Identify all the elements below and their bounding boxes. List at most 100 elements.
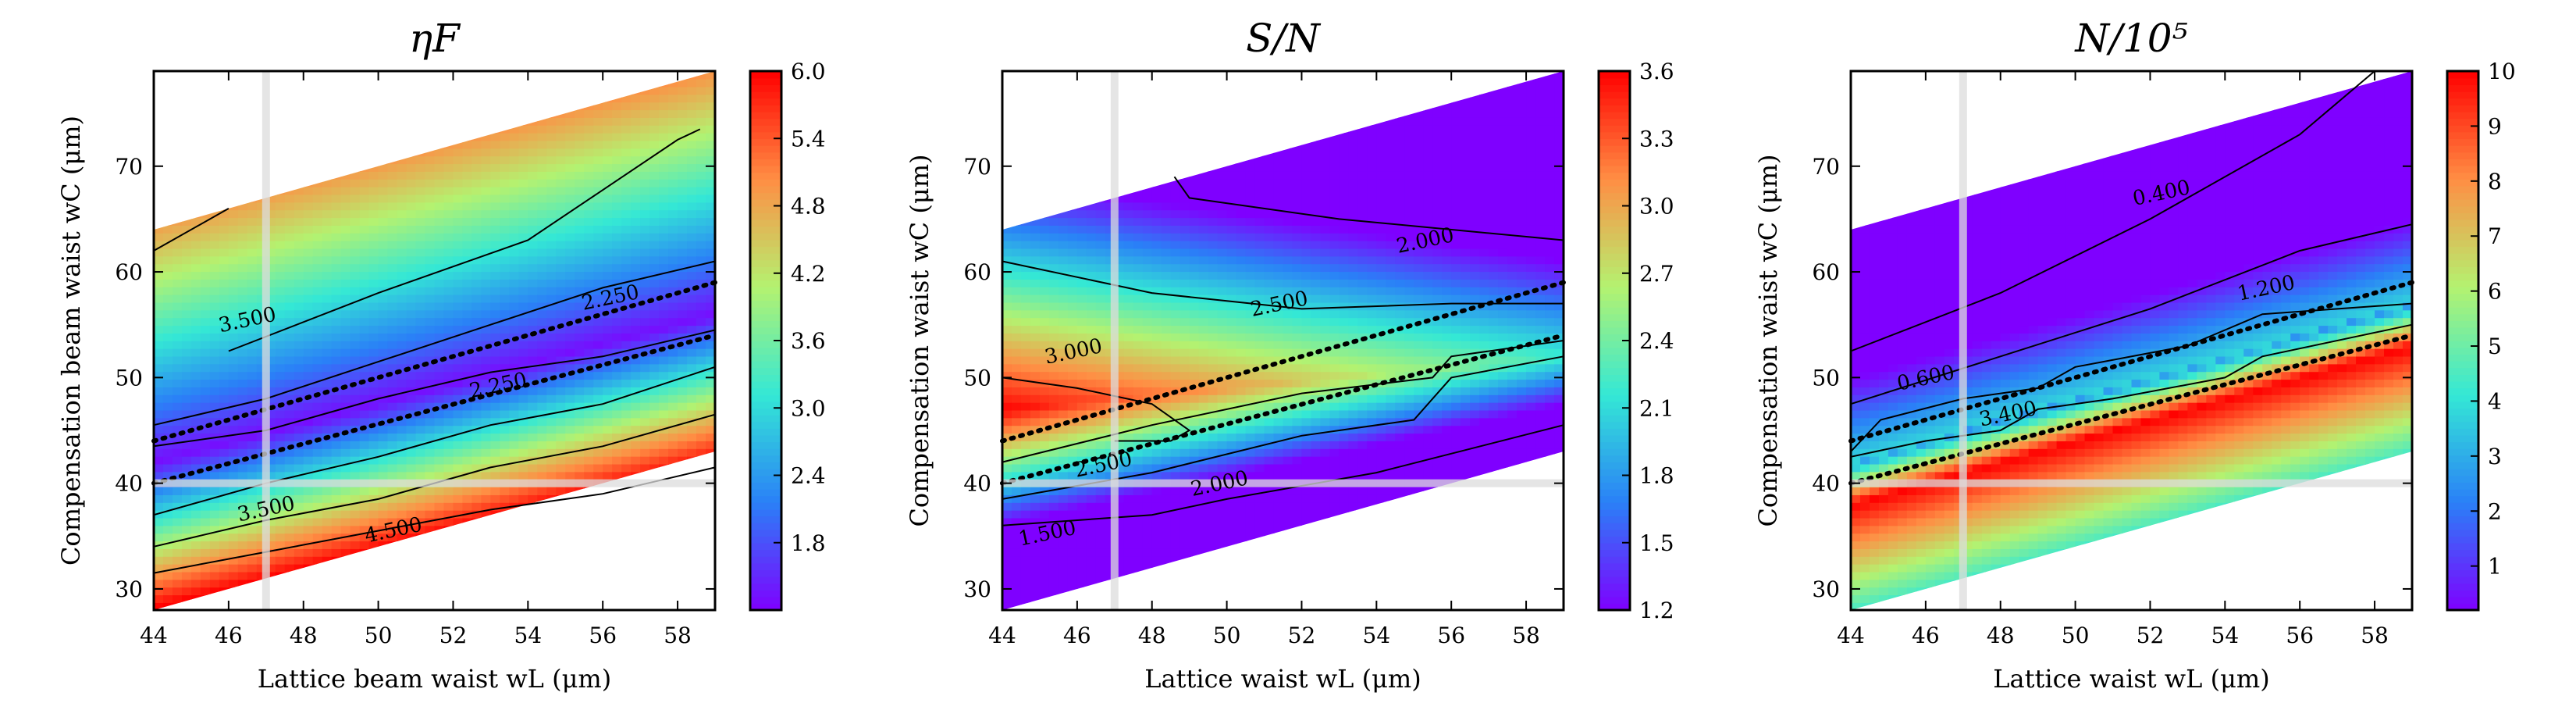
heatmap-cell — [537, 186, 548, 195]
heatmap-cell — [154, 401, 164, 411]
heatmap-cell — [154, 433, 164, 441]
heatmap-cell — [397, 371, 407, 380]
heatmap-cell — [500, 517, 511, 526]
heatmap-cell — [265, 271, 276, 280]
heatmap-cell — [565, 271, 576, 280]
heatmap-cell — [565, 348, 576, 357]
heatmap-cell — [415, 294, 426, 303]
heatmap-cell — [228, 279, 239, 287]
heatmap-cell — [219, 441, 229, 449]
heatmap-cell — [1067, 125, 1078, 134]
heatmap-cell — [471, 587, 482, 596]
heatmap-cell — [172, 155, 183, 165]
heatmap-cell — [612, 179, 622, 187]
heatmap-cell — [509, 71, 520, 80]
heatmap-cell — [172, 148, 183, 157]
heatmap-cell — [500, 309, 511, 319]
heatmap-cell — [696, 448, 706, 457]
heatmap-cell — [1002, 502, 1012, 511]
heatmap-cell — [284, 587, 295, 596]
heatmap-cell — [1058, 294, 1069, 303]
heatmap-cell — [1030, 355, 1041, 365]
heatmap-cell — [537, 448, 548, 457]
heatmap-cell — [200, 317, 211, 327]
heatmap-cell — [481, 202, 492, 211]
heatmap-cell — [415, 363, 426, 373]
heatmap-cell — [294, 363, 304, 373]
heatmap-cell — [556, 179, 567, 187]
heatmap-cell — [556, 401, 567, 411]
heatmap-cell — [537, 179, 548, 187]
heatmap-cell — [1030, 341, 1041, 349]
heatmap-cell — [378, 471, 389, 480]
heatmap-cell — [696, 394, 706, 403]
heatmap-cell — [706, 302, 715, 311]
heatmap-cell — [1011, 471, 1022, 480]
heatmap-cell — [406, 433, 417, 441]
colorbar-segment — [750, 246, 781, 254]
heatmap-cell — [415, 394, 426, 403]
heatmap-cell — [1048, 509, 1059, 519]
heatmap-cell — [200, 102, 211, 111]
heatmap-cell — [593, 525, 603, 534]
y-tick-label: 60 — [115, 259, 143, 285]
heatmap-cell — [368, 294, 379, 303]
heatmap-cell — [537, 379, 548, 387]
heatmap-cell — [1076, 225, 1087, 234]
heatmap-cell — [219, 509, 229, 519]
heatmap-cell — [303, 502, 314, 511]
heatmap-cell — [640, 333, 650, 341]
heatmap-cell — [443, 394, 454, 403]
heatmap-cell — [237, 194, 248, 203]
heatmap-cell — [172, 401, 183, 411]
heatmap-cell — [500, 171, 511, 180]
heatmap-cell — [200, 240, 211, 249]
heatmap-cell — [612, 186, 622, 195]
heatmap-cell — [162, 341, 173, 349]
heatmap-cell — [181, 163, 192, 172]
heatmap-cell — [556, 563, 567, 573]
heatmap-cell — [331, 533, 342, 542]
heatmap-cell — [368, 579, 379, 588]
heatmap-cell — [649, 417, 660, 426]
heatmap-cell — [640, 394, 650, 403]
heatmap-cell — [696, 341, 706, 349]
heatmap-cell — [603, 363, 613, 373]
heatmap-cell — [434, 563, 445, 573]
heatmap-cell — [406, 448, 417, 457]
heatmap-cell — [565, 533, 576, 542]
heatmap-cell — [687, 163, 697, 172]
heatmap-cell — [397, 448, 407, 457]
heatmap-cell — [528, 194, 539, 203]
heatmap-cell — [593, 348, 603, 357]
heatmap-cell — [397, 379, 407, 387]
heatmap-cell — [565, 240, 576, 249]
heatmap-cell — [312, 556, 323, 565]
heatmap-cell — [509, 309, 520, 319]
heatmap-cell — [462, 163, 473, 172]
heatmap-cell — [556, 509, 567, 519]
heatmap-cell — [322, 494, 333, 503]
heatmap-cell — [294, 455, 304, 465]
heatmap-cell — [706, 202, 715, 211]
heatmap-cell — [528, 109, 539, 118]
heatmap-cell — [1020, 517, 1031, 526]
heatmap-cell — [1039, 125, 1050, 134]
heatmap-cell — [312, 494, 323, 503]
heatmap-cell — [537, 556, 548, 565]
heatmap-cell — [154, 194, 164, 203]
heatmap-cell — [275, 86, 286, 95]
heatmap-cell — [462, 279, 473, 287]
heatmap-cell — [247, 471, 258, 480]
heatmap-cell — [1076, 294, 1087, 303]
heatmap-cell — [706, 409, 715, 419]
heatmap-cell — [434, 571, 445, 580]
heatmap-cell — [284, 240, 295, 249]
heatmap-cell — [556, 556, 567, 565]
heatmap-cell — [649, 455, 660, 465]
heatmap-cell — [575, 102, 585, 111]
heatmap-cell — [303, 209, 314, 219]
heatmap-cell — [1067, 401, 1078, 411]
heatmap-cell — [406, 494, 417, 503]
heatmap-cell — [1011, 155, 1022, 165]
